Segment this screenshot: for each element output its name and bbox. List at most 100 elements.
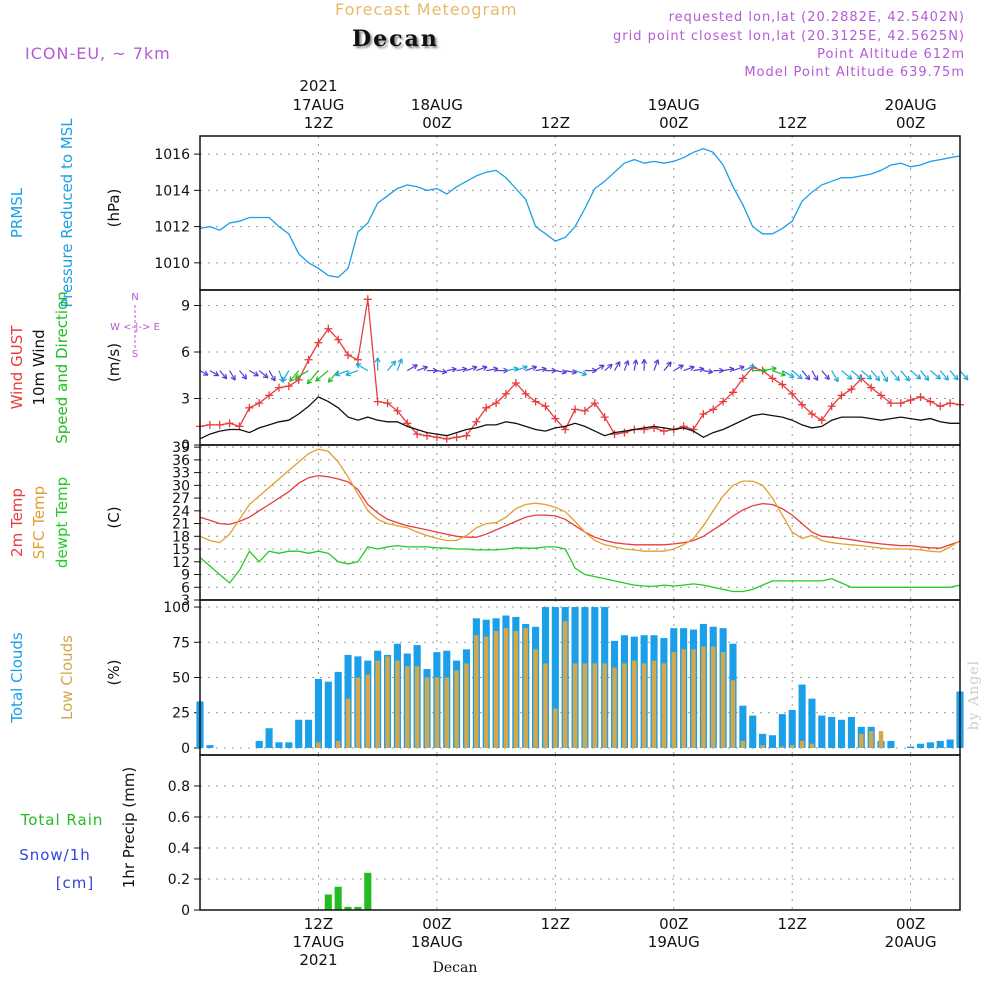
precip-legend-label: Snow/1h xyxy=(19,846,91,864)
low-clouds-bar xyxy=(878,731,884,748)
total-clouds-bar xyxy=(749,715,757,748)
wind-arrow xyxy=(258,370,269,379)
wind-arrow xyxy=(762,367,777,372)
requested-coordinates: requested lon,lat (20.2882E, 42.5402N) xyxy=(668,10,965,25)
wind-arrow xyxy=(555,370,567,374)
bottom-time-label: 2021 xyxy=(299,951,337,969)
total-clouds-bar xyxy=(314,678,322,748)
low-clouds-bar xyxy=(582,663,588,748)
wind-gust-marker xyxy=(827,402,836,411)
wind-gust-marker xyxy=(906,396,915,405)
wind-gust-marker xyxy=(482,403,491,412)
top-time-label: 17AUG xyxy=(292,96,344,114)
wind-gust-marker xyxy=(936,402,945,411)
wind-gust-marker xyxy=(689,425,698,434)
total-clouds-bar xyxy=(275,742,283,748)
panel-units: (%) xyxy=(105,660,123,686)
y-tick-label: 1016 xyxy=(154,147,190,163)
wind-arrow-head xyxy=(788,372,795,378)
wind-arrow xyxy=(219,370,228,380)
y-tick-label: 9 xyxy=(181,299,190,315)
low-clouds-bar xyxy=(345,698,351,748)
top-time-label: 12Z xyxy=(304,114,333,132)
wind-arrow xyxy=(930,370,941,380)
wind-arrow-head xyxy=(397,358,404,364)
low-clouds-bar xyxy=(671,652,676,748)
wind-arrow xyxy=(249,370,259,377)
y-tick-label: 15 xyxy=(172,542,190,558)
wind-gust-marker xyxy=(492,399,501,408)
wind-arrow xyxy=(315,370,329,382)
wind-arrow xyxy=(306,370,319,385)
wind-arrow xyxy=(456,368,467,372)
point-altitude: Point Altitude 612m xyxy=(817,47,965,62)
wind-gust-marker xyxy=(373,397,382,406)
panel-label: dewpt Temp xyxy=(53,477,71,568)
low-clouds-bar xyxy=(434,677,440,748)
total-clouds-bar xyxy=(936,740,944,748)
bottom-time-label: 12Z xyxy=(541,915,570,933)
panel-label: Wind GUST xyxy=(8,325,26,410)
wind-arrow xyxy=(683,366,695,372)
wind-arrow xyxy=(900,370,910,382)
wind-arrow xyxy=(594,364,605,372)
wind-gust-marker xyxy=(413,430,422,439)
wind-arrow-head xyxy=(780,371,786,377)
wind-arrow xyxy=(209,370,219,377)
wind-arrow-head xyxy=(422,365,428,371)
low-clouds-bar xyxy=(701,646,706,748)
wind-gust-marker xyxy=(798,400,807,409)
wind-arrow xyxy=(949,370,959,381)
wind-arrow-head xyxy=(678,364,684,370)
y-tick-label: 0.2 xyxy=(168,872,190,888)
wind-arrow xyxy=(289,370,300,382)
wind-arrow-head xyxy=(390,360,397,367)
dewpt-temp-line xyxy=(199,544,961,593)
wind-arrow-head xyxy=(689,365,695,371)
precip-legend-label: [cm] xyxy=(56,874,95,892)
wind-arrow xyxy=(446,368,457,372)
panel-label: Pressure Reduced to MSL xyxy=(58,118,76,308)
wind-arrow xyxy=(723,368,735,372)
wind-arrow xyxy=(229,370,236,381)
wind-arrow-head xyxy=(615,361,621,367)
panel-clouds: 0 25 50 75 100 Total Clouds Low Clouds (%) xyxy=(8,599,964,757)
wind-arrow-head xyxy=(481,365,488,371)
wind-arrow xyxy=(525,366,537,372)
low-clouds-bar xyxy=(503,628,509,748)
wind-arrow-head xyxy=(531,365,538,371)
wind-arrow-head xyxy=(641,359,648,364)
panel-wind: 0 3 6 9 Wind GUST 10m Wind Speed and Direction… xyxy=(8,289,969,454)
wind-gust-marker xyxy=(837,391,846,400)
low-clouds-bar xyxy=(493,631,499,748)
wind-arrow-head xyxy=(718,367,724,374)
wind-gust-marker xyxy=(916,392,925,401)
low-clouds-bar xyxy=(355,677,361,748)
top-time-label: 00Z xyxy=(896,114,925,132)
wind-arrow-head xyxy=(804,374,811,381)
total-clouds-bar xyxy=(946,739,954,748)
wind-arrow-head xyxy=(923,375,930,381)
wind-gust-marker xyxy=(265,391,274,400)
wind-gust-marker xyxy=(452,433,461,442)
low-clouds-bar xyxy=(553,708,558,748)
top-year-label: 2021 xyxy=(299,77,337,95)
wind-arrow xyxy=(653,359,659,371)
wind-gust-marker xyxy=(709,405,718,414)
2m-temp-line xyxy=(199,474,961,549)
y-tick-label: 3 xyxy=(181,593,190,609)
wind-arrow-head xyxy=(882,376,889,383)
wind-arrow-head xyxy=(306,378,313,385)
total-clouds-bar xyxy=(324,681,332,748)
total-rain-bar xyxy=(364,872,372,910)
wind-arrow-head xyxy=(561,368,567,375)
panel-label: Low Clouds xyxy=(58,635,76,720)
wind-arrow xyxy=(614,361,621,371)
wind-gust-marker xyxy=(363,295,372,304)
prmsl-line xyxy=(199,148,961,278)
wind-arrow xyxy=(742,365,756,372)
wind-arrow-head xyxy=(962,374,969,381)
wind-arrow-head xyxy=(230,375,236,381)
low-clouds-bar xyxy=(780,746,785,748)
top-time-label: 00Z xyxy=(422,114,451,132)
